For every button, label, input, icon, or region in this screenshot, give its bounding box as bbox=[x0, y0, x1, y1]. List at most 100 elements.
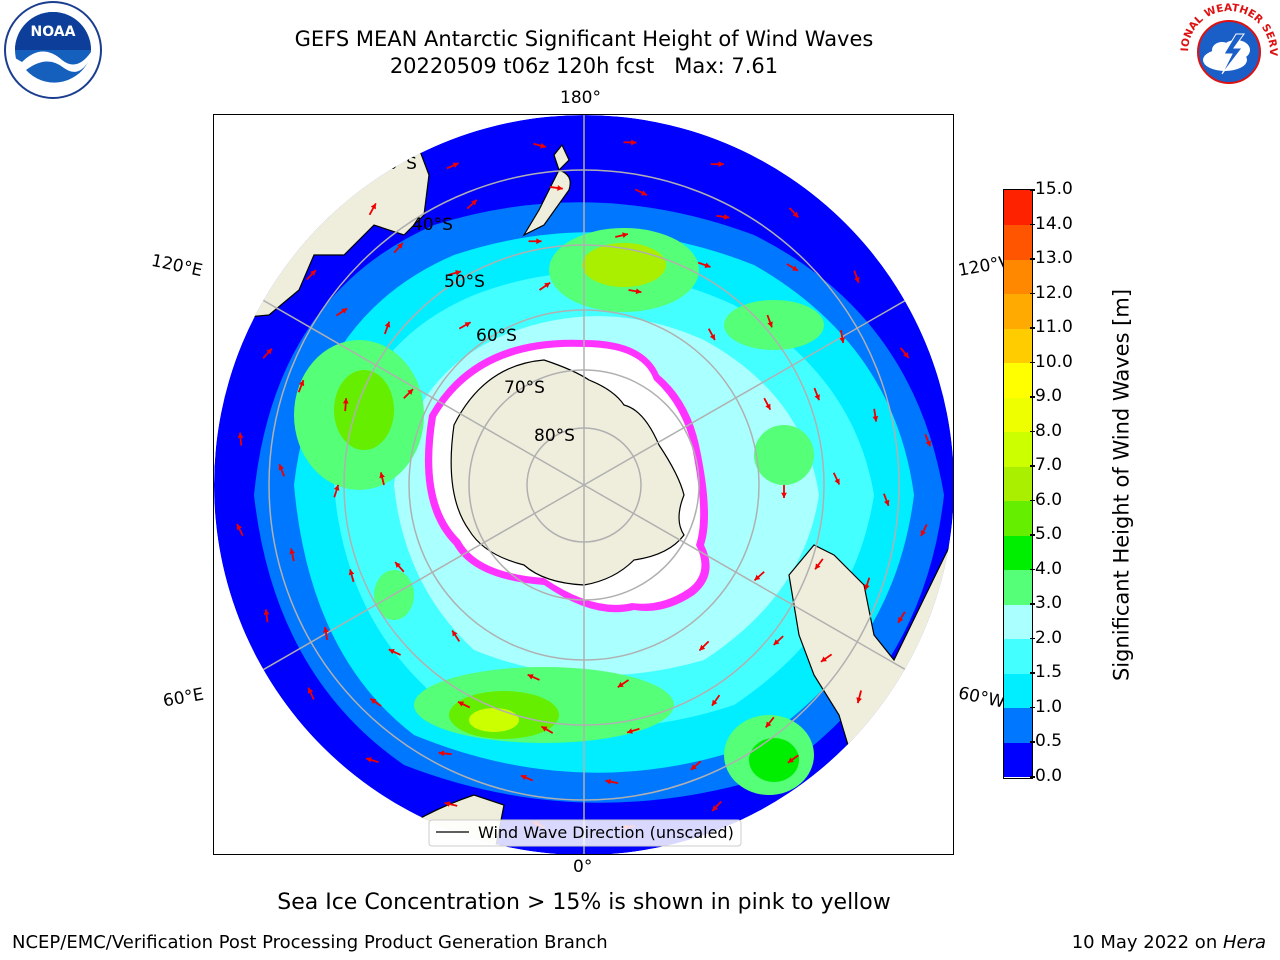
wave-arrow-head bbox=[540, 142, 546, 149]
colorbar-segment bbox=[1004, 742, 1032, 778]
wave-arrow-head bbox=[366, 757, 372, 763]
wave-arrow-head bbox=[464, 322, 471, 328]
colorbar-tick-label: 1.5 bbox=[1029, 662, 1063, 683]
wave-arrow-head bbox=[635, 288, 642, 295]
footer-credit: NCEP/EMC/Verification Post Processing Pr… bbox=[12, 932, 608, 953]
wave-arrow-head bbox=[341, 308, 348, 314]
sea-ice-caption: Sea Ice Concentration > 15% is shown in … bbox=[277, 890, 891, 915]
colorbar-segment bbox=[1004, 466, 1032, 502]
lat-label-30s: 30°S bbox=[376, 154, 417, 174]
new-zealand bbox=[522, 143, 571, 237]
colorbar-tick-label: 15.0 bbox=[1030, 179, 1073, 199]
wave-arrow-head bbox=[237, 432, 244, 439]
colorbar-tick-label: 7.0 bbox=[1029, 455, 1063, 476]
wave-arrow-head bbox=[397, 242, 403, 249]
colorbar-tick-label: 9.0 bbox=[1029, 386, 1063, 407]
wave-arrow-head bbox=[458, 701, 465, 707]
wind-wave-arrows bbox=[236, 139, 932, 830]
wave-arrow-head bbox=[883, 499, 890, 506]
lon-label-60w: 60°W bbox=[956, 683, 1007, 713]
wave-arrow-head bbox=[310, 269, 316, 276]
wave-arrow-head bbox=[773, 639, 780, 645]
wave-arrow-head bbox=[834, 478, 840, 485]
wave-arrow-head bbox=[452, 630, 458, 637]
colorbar-tick-label: 10.0 bbox=[1030, 351, 1073, 372]
colorbar-tick-label: 13.0 bbox=[1030, 248, 1073, 269]
colorbar-segment bbox=[1004, 500, 1032, 536]
wave-arrow-head bbox=[856, 697, 862, 704]
wave-arrow-head bbox=[709, 334, 715, 341]
colorbar-segment bbox=[1004, 569, 1032, 605]
wave-arrow-head bbox=[712, 805, 718, 811]
madagascar bbox=[263, 764, 303, 816]
lat-label-50s: 50°S bbox=[444, 272, 485, 292]
wave-arrow-head bbox=[711, 699, 718, 706]
colorbar-segment bbox=[1004, 431, 1032, 467]
wave-arrow-head bbox=[388, 649, 395, 655]
wave-arrow-head bbox=[395, 562, 401, 568]
wave-arrow-head bbox=[872, 416, 879, 422]
footer-date-text: 10 May 2022 on bbox=[1071, 932, 1223, 953]
colorbar-segment bbox=[1004, 604, 1032, 640]
wave-arrow-head bbox=[925, 440, 931, 447]
wave-arrow-head bbox=[699, 644, 706, 651]
wave-arrow-head bbox=[544, 282, 551, 288]
wave-arrow-head bbox=[787, 757, 794, 763]
wave-arrow-head bbox=[348, 569, 355, 576]
lon-label-60e: 60°E bbox=[161, 684, 206, 712]
noaa-logo-text: NOAA bbox=[31, 24, 76, 40]
wave-arrow-head bbox=[814, 394, 820, 401]
wave-arrow-head bbox=[704, 262, 711, 268]
wave-arrow-head bbox=[617, 681, 624, 688]
colorbar-segment bbox=[1004, 535, 1032, 571]
wave-arrow-head bbox=[278, 464, 285, 471]
wave-arrow-head bbox=[370, 698, 377, 704]
footer-date: 10 May 2022 on Hera bbox=[1072, 932, 1266, 953]
wave-arrow-head bbox=[557, 185, 563, 191]
wave-arrow-head bbox=[471, 199, 477, 206]
wave-arrow-head bbox=[444, 801, 451, 807]
wave-arrow-head bbox=[407, 389, 414, 395]
wave-arrow-head bbox=[455, 270, 462, 276]
wave-arrow-head bbox=[765, 721, 772, 728]
chart-subtitle: 20220509 t06z 120h fcst Max: 7.61 bbox=[389, 54, 779, 78]
wave-arrow-head bbox=[690, 764, 697, 770]
colorbar-segment bbox=[1004, 259, 1032, 295]
wave-arrow-head bbox=[767, 321, 773, 328]
colorbar-segment bbox=[1004, 707, 1032, 743]
colorbar-segment bbox=[1004, 673, 1032, 709]
wave-arrow-head bbox=[718, 161, 724, 168]
wave-arrow-head bbox=[854, 276, 860, 283]
wave-arrow-head bbox=[452, 162, 459, 168]
colorbar-segment bbox=[1004, 328, 1032, 364]
wave-arrow-head bbox=[266, 348, 272, 355]
lat-label-60s: 60°S bbox=[476, 326, 517, 346]
wave-arrow-head bbox=[520, 774, 527, 781]
wave-arrow-head bbox=[723, 214, 730, 220]
colorbar-tick-label: 0.0 bbox=[1029, 766, 1063, 786]
wave-arrow-head bbox=[384, 321, 391, 328]
wave-arrow-head bbox=[527, 674, 534, 680]
wave-arrow-head bbox=[792, 265, 799, 271]
wave-arrow-head bbox=[323, 627, 329, 633]
wave-arrow-head bbox=[370, 203, 376, 210]
wave-arrow-head bbox=[792, 211, 799, 218]
colorbar-tick-label: 8.0 bbox=[1029, 420, 1063, 441]
footer-machine: Hera bbox=[1222, 932, 1266, 953]
colorbar-segment bbox=[1004, 638, 1032, 674]
lat-label-40s: 40°S bbox=[412, 215, 453, 235]
wave-arrow-head bbox=[541, 726, 548, 732]
noaa-logo: NOAA bbox=[2, 0, 104, 100]
colorbar-tick-label: 6.0 bbox=[1029, 489, 1063, 510]
colorbar-tick-label: 5.0 bbox=[1029, 524, 1063, 545]
colorbar-tick-label: 14.0 bbox=[1030, 213, 1073, 234]
colorbar-tick-label: 11.0 bbox=[1030, 317, 1073, 338]
lon-label-0: 0° bbox=[573, 857, 593, 877]
wave-arrow-head bbox=[342, 398, 349, 404]
colorbar-segment bbox=[1004, 397, 1032, 433]
legend-label: Wind Wave Direction (unscaled) bbox=[478, 823, 734, 842]
wave-arrow-head bbox=[438, 750, 445, 757]
lat-label-80s: 80°S bbox=[534, 426, 575, 446]
wave-arrow-head bbox=[781, 492, 787, 498]
wave-arrow-head bbox=[536, 238, 542, 245]
